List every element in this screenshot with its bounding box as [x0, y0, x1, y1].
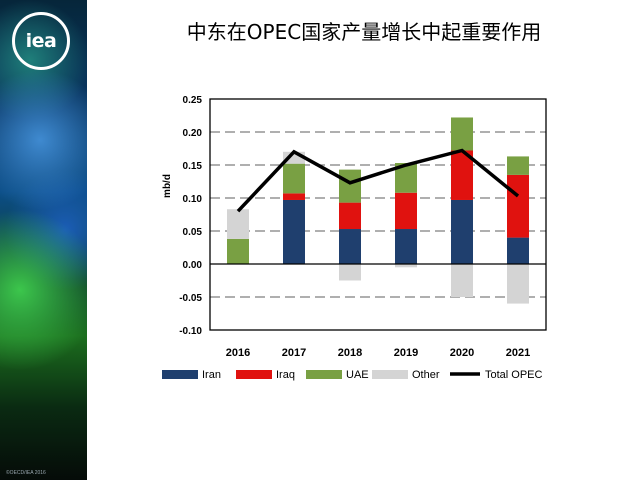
bar-other-2020 — [451, 264, 473, 297]
bar-iran-2020 — [451, 199, 473, 264]
sidebar-decor: iea ©OECD/IEA 2016 — [0, 0, 87, 480]
legend-label: UAE — [346, 369, 369, 381]
legend-label: Iraq — [276, 369, 295, 381]
bar-iraq-2021 — [507, 174, 529, 238]
bar-other-2017 — [283, 151, 305, 164]
iea-logo: iea — [25, 30, 57, 52]
x-tick-label: 2017 — [282, 347, 306, 359]
bar-iran-2019 — [395, 229, 417, 264]
bar-other-2019 — [395, 264, 417, 268]
bar-iraq-2020 — [451, 150, 473, 200]
bar-uae-2016 — [227, 238, 249, 264]
x-tick-label: 2018 — [338, 347, 362, 359]
bar-uae-2017 — [283, 163, 305, 194]
bar-other-2018 — [339, 264, 361, 281]
x-tick-label: 2016 — [226, 347, 250, 359]
legend-swatch — [162, 370, 198, 379]
bar-uae-2018 — [339, 169, 361, 203]
plot-area — [209, 98, 547, 331]
y-tick-label: -0.05 — [179, 293, 202, 304]
series-line-total-opec — [236, 148, 520, 213]
y-tick-label: 0.20 — [183, 128, 203, 139]
stacked-bar-line-chart: 0.250.200.150.100.050.00-0.05-0.10 2016 2… — [162, 95, 547, 381]
y-axis-label: mb/d — [162, 174, 173, 198]
x-tick-label: 2019 — [394, 347, 418, 359]
y-tick-label: 0.25 — [183, 95, 203, 106]
y-tick-label: 0.00 — [183, 260, 203, 271]
bar-other-2021 — [507, 264, 529, 304]
bar-uae-2021 — [507, 156, 529, 175]
legend-label: Other — [412, 369, 440, 381]
bar-other-2016 — [227, 209, 249, 239]
legend-swatch — [306, 370, 342, 379]
x-axis-categories: 2016 2017 2018 2019 2020 2021 — [226, 347, 530, 359]
bar-iraq-2019 — [395, 192, 417, 230]
copyright-text: ©OECD/IEA 2016 — [6, 470, 46, 476]
plot-frame — [209, 98, 547, 331]
y-tick-label: 0.15 — [183, 161, 203, 172]
legend-swatch — [236, 370, 272, 379]
x-tick-label: 2021 — [506, 347, 530, 359]
y-tick-label: 0.05 — [183, 227, 203, 238]
legend-label: Iran — [202, 369, 221, 381]
bar-iraq-2017 — [283, 193, 305, 200]
legend-label: Total OPEC — [485, 369, 543, 381]
legend: Iran Iraq UAE Other Total OPEC — [162, 369, 543, 381]
bar-uae-2020 — [451, 117, 473, 151]
bar-iraq-2018 — [339, 202, 361, 230]
legend-swatch — [372, 370, 408, 379]
bar-uae-2019 — [395, 163, 417, 193]
y-tick-label: 0.10 — [183, 194, 203, 205]
bar-iran-2018 — [339, 229, 361, 264]
page-title: 中东在OPEC国家产量增长中起重要作用 — [186, 20, 542, 44]
x-tick-label: 2020 — [450, 347, 474, 359]
bar-iran-2017 — [283, 199, 305, 264]
iea-logo-ring — [12, 12, 70, 70]
y-tick-label: -0.10 — [179, 326, 202, 337]
y-axis-ticks: 0.25 0.20 0.15 0.10 0.05 0.00 -0.05 -0.10 — [179, 95, 202, 337]
bar-iran-2021 — [507, 237, 529, 264]
